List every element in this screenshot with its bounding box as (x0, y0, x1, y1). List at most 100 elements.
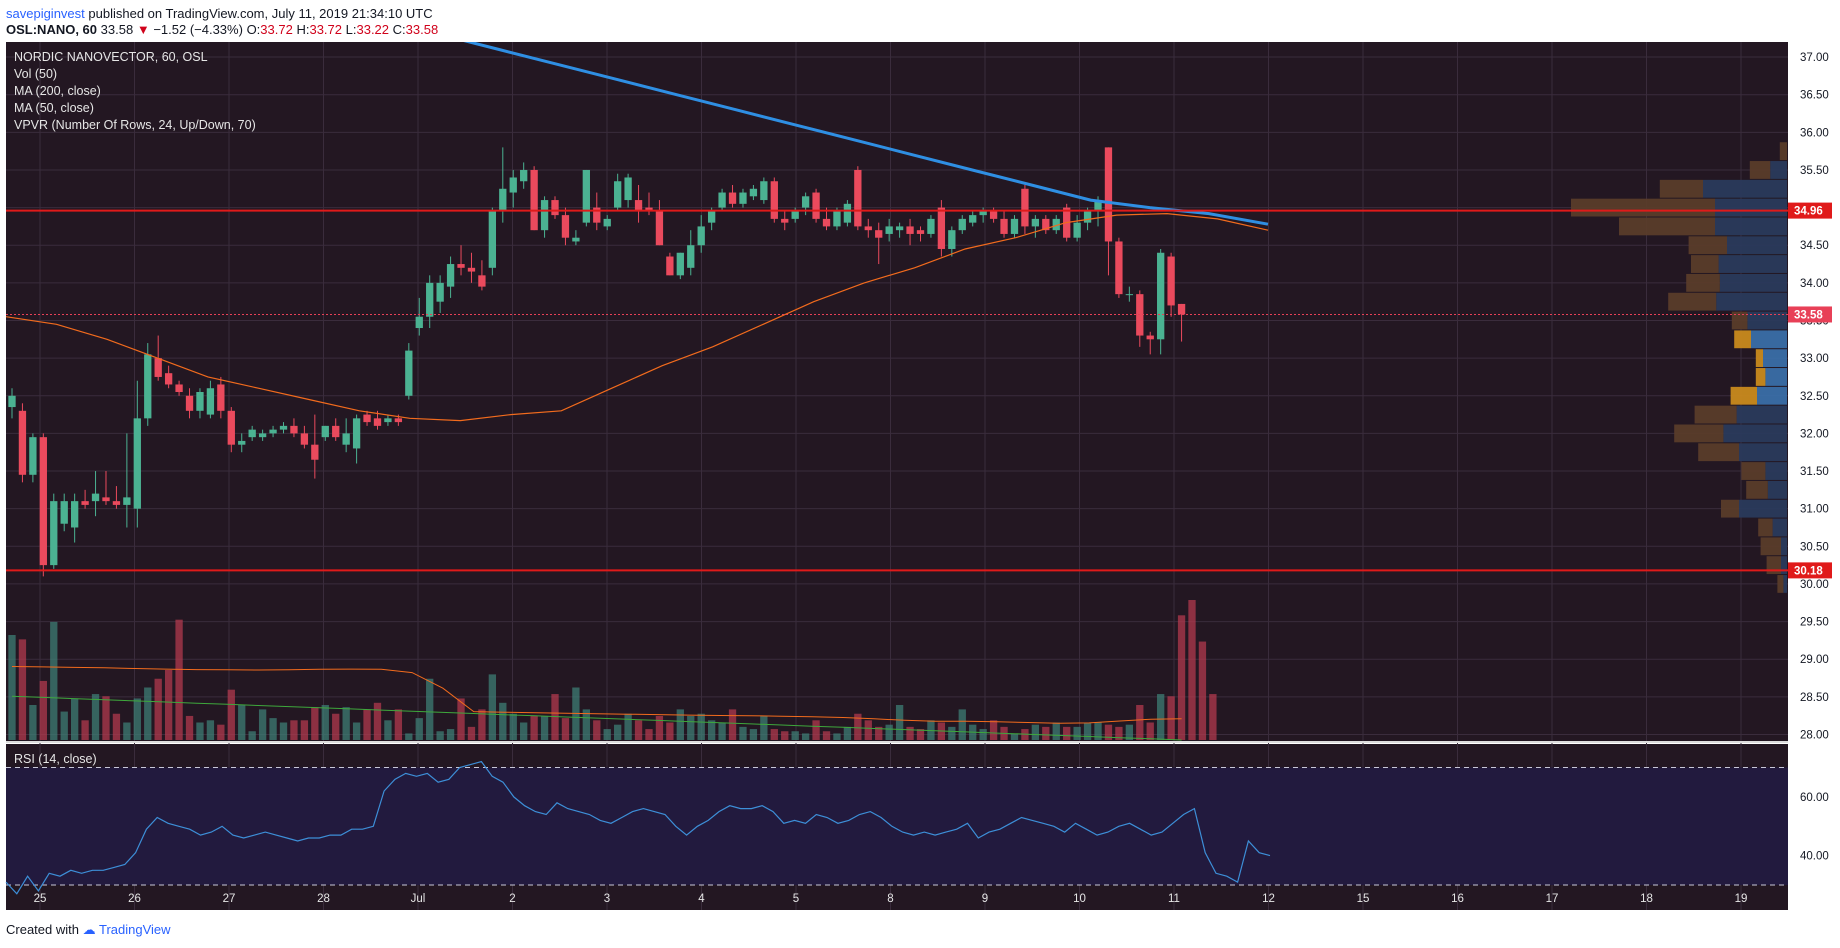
candle (906, 218, 914, 246)
candle-body (614, 181, 622, 208)
candle (582, 169, 590, 227)
candle-body (217, 384, 225, 411)
vpvr-up-bar (1718, 255, 1787, 273)
candle (969, 211, 977, 227)
time-tick-label: 25 (34, 893, 47, 905)
candle-body (1073, 222, 1081, 238)
candle-body (446, 264, 455, 287)
candle (927, 215, 935, 238)
volume-bar (1125, 724, 1133, 740)
candle (217, 376, 225, 419)
time-tick-label: 18 (1640, 893, 1653, 905)
volume-bar (718, 722, 726, 740)
volume-bar (384, 720, 392, 740)
price-tick-label: 36.00 (1800, 127, 1829, 139)
candle-body (467, 267, 476, 272)
price-tick-label: 31.00 (1800, 504, 1829, 516)
candle-body (71, 501, 79, 528)
volume-bar (728, 709, 737, 740)
candle-body (1031, 218, 1040, 227)
candle-body (687, 245, 695, 268)
candle (551, 196, 559, 219)
vpvr-up-bar (1727, 236, 1787, 255)
candle (770, 177, 778, 223)
price-chart[interactable]: 37.0036.5036.0035.5035.0034.5034.0033.50… (0, 42, 1840, 914)
candle-body (206, 388, 215, 415)
candle (363, 410, 371, 426)
volume-bar (342, 707, 350, 740)
candle-body (227, 410, 235, 445)
candle (91, 471, 100, 517)
volume-bar (655, 715, 664, 740)
vpvr-down-bar (1755, 349, 1763, 368)
candle (1167, 252, 1175, 317)
candle (572, 230, 580, 246)
candle (1073, 215, 1081, 242)
vpvr-up-bar (1715, 198, 1787, 217)
symbol-label: OSL:NANO, 60 (6, 22, 98, 37)
candle-body (248, 429, 256, 438)
candle (133, 380, 141, 528)
time-tick-label: 5 (793, 893, 799, 905)
candle-body (843, 203, 852, 223)
vpvr-up-bar (1781, 537, 1787, 556)
level-price-tag-bg (1788, 562, 1832, 579)
volume-bar (1073, 726, 1081, 740)
close-value: 33.58 (405, 22, 439, 37)
time-tick-label: 11 (1168, 893, 1180, 905)
vpvr-up-bar (1767, 480, 1787, 499)
volume-bar (979, 729, 987, 740)
candle-body (91, 493, 100, 502)
candle (29, 433, 37, 483)
vpvr-up-bar (1770, 161, 1787, 179)
vpvr-down-bar (1619, 217, 1715, 236)
volume-bar (352, 722, 361, 740)
candle-body (781, 218, 789, 223)
candle-body (1010, 218, 1019, 234)
candle-body (311, 444, 319, 460)
candle-body (1042, 218, 1050, 231)
main-pane (6, 42, 1788, 742)
candle (1010, 215, 1019, 238)
candle-body (175, 384, 183, 392)
time-tick-label: 3 (604, 893, 610, 905)
candle (509, 169, 517, 208)
candle (948, 226, 956, 257)
volume-bar (540, 715, 549, 740)
volume-bar (749, 729, 758, 740)
publisher-name[interactable]: savepiginvest (6, 6, 85, 21)
volume-bar (916, 729, 925, 740)
time-axis (0, 910, 1840, 914)
candle-body (833, 211, 841, 227)
candle (71, 493, 79, 543)
candle-body (927, 218, 935, 234)
candle-body (875, 230, 883, 238)
candle-body (238, 440, 246, 445)
time-tick-label: 10 (1073, 893, 1086, 905)
candle (467, 252, 476, 283)
candle (1146, 331, 1154, 355)
candle (1031, 215, 1040, 238)
candle (185, 388, 194, 419)
vpvr-up-bar (1765, 462, 1787, 480)
volume-bar (1063, 726, 1071, 740)
low-label: L: (345, 22, 357, 37)
candle-body (1021, 188, 1029, 227)
candle (687, 230, 695, 276)
candle-body (321, 425, 329, 438)
vpvr-up-bar (1736, 405, 1787, 424)
candle (634, 185, 643, 223)
candle-body (196, 392, 204, 411)
volume-bar (185, 715, 194, 740)
low-value: 33.22 (356, 22, 390, 37)
created-with-text: Created with (6, 922, 79, 937)
volume-bar (530, 715, 538, 740)
vpvr-up-bar (1739, 499, 1787, 518)
candle-body (436, 282, 444, 302)
tradingview-brand[interactable]: TradingView (99, 922, 171, 937)
candle (206, 380, 215, 419)
vpvr-down-bar (1688, 236, 1727, 255)
candle-body (1104, 147, 1113, 242)
time-tick-label: Jul (411, 893, 426, 905)
high-label: H: (296, 22, 310, 37)
